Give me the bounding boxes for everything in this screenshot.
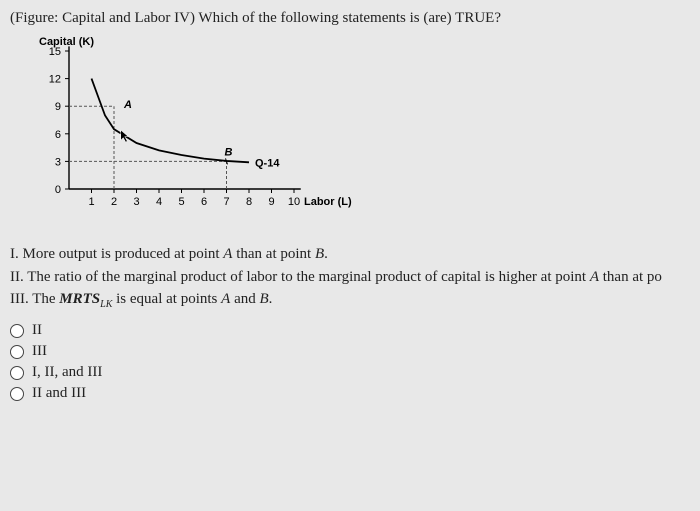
statement-2: II. The ratio of the marginal product of… xyxy=(10,266,690,289)
svg-text:8: 8 xyxy=(246,196,252,208)
svg-text:4: 4 xyxy=(156,196,162,208)
svg-text:5: 5 xyxy=(178,196,184,208)
svg-text:6: 6 xyxy=(55,129,61,141)
option-label: II and III xyxy=(32,385,86,402)
radio-icon[interactable] xyxy=(10,387,24,401)
radio-icon[interactable] xyxy=(10,324,24,338)
svg-text:10: 10 xyxy=(288,196,300,208)
svg-text:A: A xyxy=(123,99,132,111)
svg-text:1: 1 xyxy=(88,196,94,208)
option-row-2[interactable]: III xyxy=(10,343,690,360)
statement-3: III. The MRTSLK is equal at points A and… xyxy=(10,288,690,312)
svg-text:12: 12 xyxy=(49,74,61,86)
option-row-4[interactable]: II and III xyxy=(10,385,690,402)
svg-text:B: B xyxy=(225,146,233,158)
svg-text:7: 7 xyxy=(223,196,229,208)
chart-svg: 0369121512345678910Capital (K)Labor (L)A… xyxy=(14,33,354,213)
svg-text:2: 2 xyxy=(111,196,117,208)
option-row-1[interactable]: II xyxy=(10,322,690,339)
svg-text:9: 9 xyxy=(55,101,61,113)
capital-labor-chart: 0369121512345678910Capital (K)Labor (L)A… xyxy=(14,33,354,213)
svg-text:Labor (L): Labor (L) xyxy=(304,196,352,208)
statements-block: I. More output is produced at point A th… xyxy=(10,243,690,312)
svg-text:3: 3 xyxy=(55,156,61,168)
statement-1: I. More output is produced at point A th… xyxy=(10,243,690,266)
option-label: III xyxy=(32,343,47,360)
option-label: II xyxy=(32,322,42,339)
svg-text:0: 0 xyxy=(55,184,61,196)
svg-text:Capital (K): Capital (K) xyxy=(39,36,94,48)
svg-text:6: 6 xyxy=(201,196,207,208)
svg-text:Q-14: Q-14 xyxy=(255,157,280,169)
option-row-3[interactable]: I, II, and III xyxy=(10,364,690,381)
svg-text:9: 9 xyxy=(268,196,274,208)
radio-icon[interactable] xyxy=(10,345,24,359)
question-text: (Figure: Capital and Labor IV) Which of … xyxy=(10,10,690,27)
svg-text:3: 3 xyxy=(133,196,139,208)
option-label: I, II, and III xyxy=(32,364,102,381)
options-group: II III I, II, and III II and III xyxy=(10,322,690,402)
radio-icon[interactable] xyxy=(10,366,24,380)
